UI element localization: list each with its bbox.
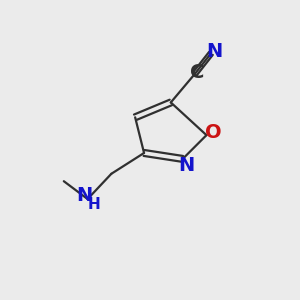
Text: C: C	[190, 63, 205, 82]
Text: O: O	[205, 123, 221, 142]
Text: N: N	[76, 186, 92, 205]
Text: N: N	[178, 156, 194, 175]
Text: N: N	[206, 42, 223, 61]
Text: H: H	[88, 197, 100, 212]
